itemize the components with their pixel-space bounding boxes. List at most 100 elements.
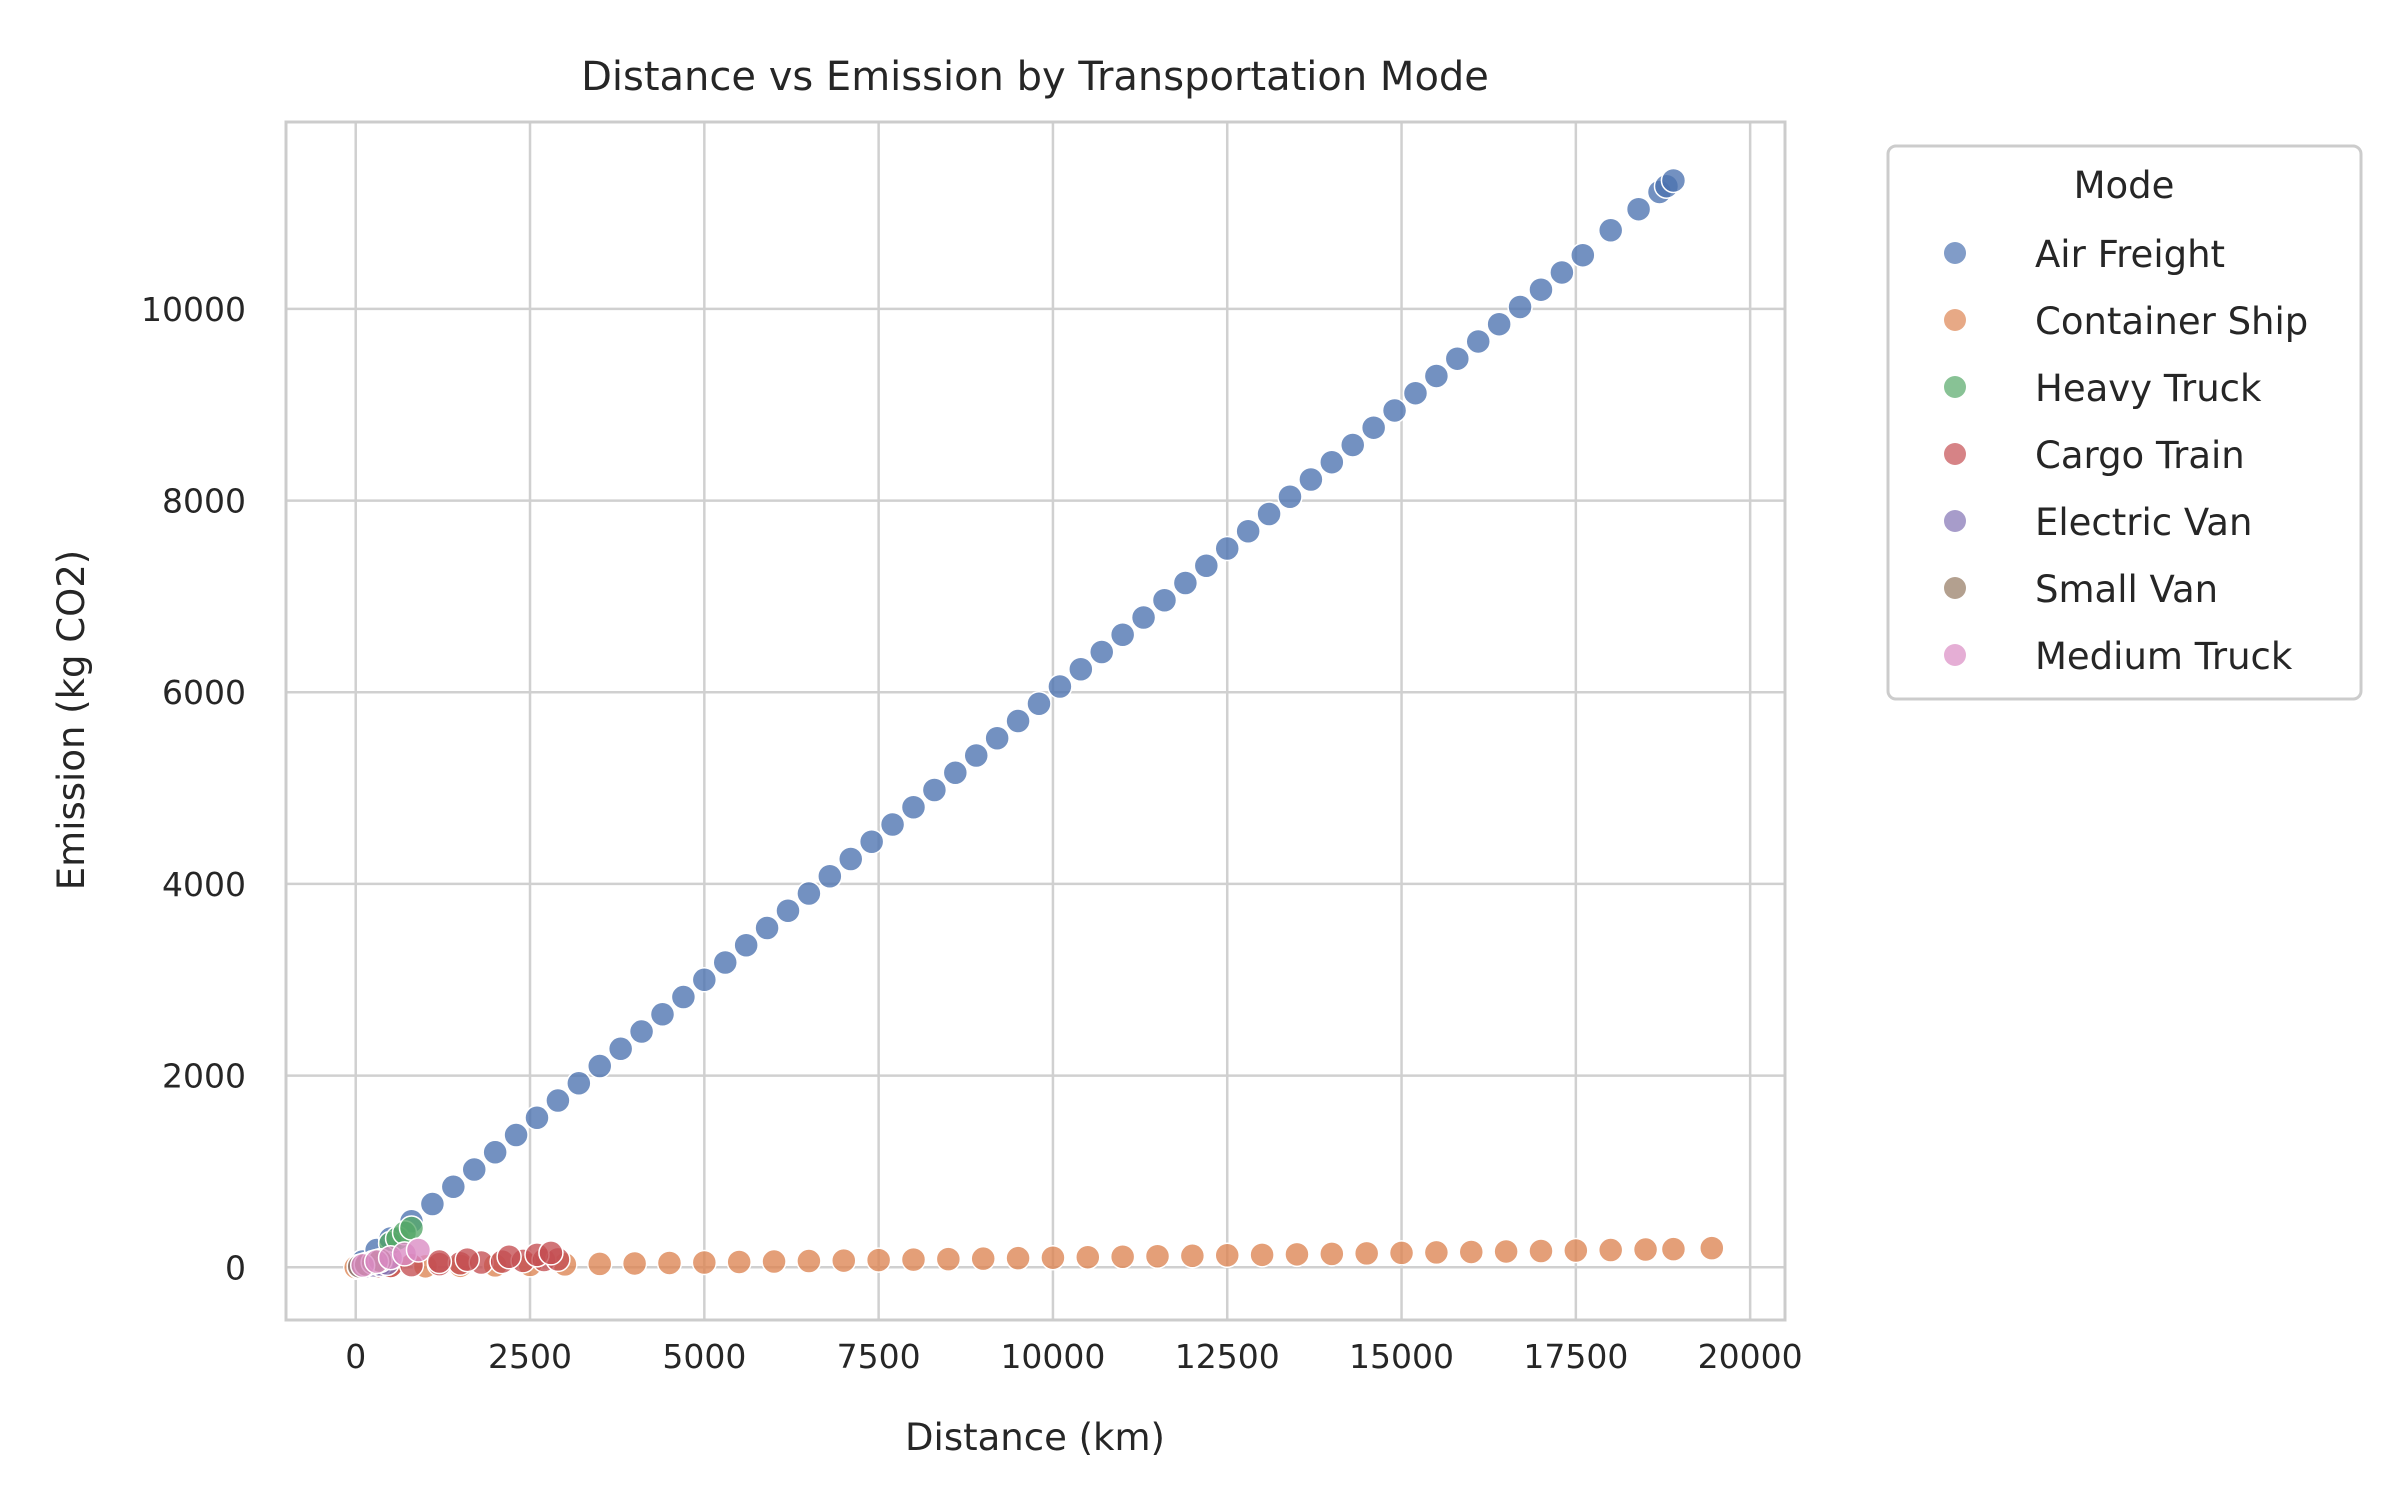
data-point	[921, 777, 948, 803]
data-point	[419, 1191, 446, 1217]
data-point	[545, 1087, 571, 1114]
data-point	[837, 846, 864, 872]
data-point	[726, 1249, 752, 1275]
data-point	[1214, 1242, 1240, 1269]
data-point	[775, 898, 801, 924]
data-point	[1256, 501, 1282, 527]
data-point	[1130, 604, 1157, 631]
legend-title: Mode	[2074, 164, 2175, 207]
legend-marker	[1944, 376, 1966, 398]
data-point	[1298, 466, 1324, 493]
x-tick-label: 0	[345, 1337, 366, 1376]
data-point	[691, 1249, 718, 1276]
legend-box	[1886, 144, 2363, 701]
data-point	[524, 1105, 550, 1131]
series-air-freight	[349, 167, 1687, 1275]
legend-label: Air Freight	[2035, 233, 2225, 276]
data-point	[426, 1248, 453, 1275]
data-point	[440, 1174, 467, 1200]
data-points	[342, 167, 1725, 1281]
data-point	[454, 1246, 481, 1273]
data-point	[712, 949, 738, 976]
data-point	[1109, 1243, 1136, 1270]
data-point	[1699, 1235, 1725, 1261]
data-point	[935, 1246, 962, 1272]
data-point	[1528, 276, 1554, 303]
legend-label: Medium Truck	[2035, 635, 2293, 678]
x-tick-label: 5000	[662, 1337, 746, 1376]
data-point	[1144, 1243, 1171, 1270]
data-point	[900, 1246, 927, 1273]
data-point	[1660, 167, 1687, 194]
data-point	[1625, 196, 1652, 222]
legend-label: Small Van	[2035, 568, 2218, 611]
data-point	[1381, 397, 1408, 424]
y-tick-label: 4000	[162, 865, 246, 904]
data-point	[1179, 1243, 1206, 1269]
data-point	[1040, 1244, 1066, 1271]
y-tick-label: 6000	[162, 673, 246, 712]
data-point	[398, 1215, 425, 1241]
legend-marker	[1944, 510, 1966, 532]
data-point	[900, 794, 927, 821]
y-axis-label: Emission (kg CO2)	[50, 550, 93, 890]
data-point	[754, 915, 780, 941]
x-tick-label: 7500	[837, 1337, 921, 1376]
data-point	[879, 811, 906, 838]
x-tick-label: 2500	[488, 1337, 572, 1376]
data-point	[461, 1156, 487, 1183]
data-point	[817, 863, 843, 890]
data-point	[1214, 535, 1240, 562]
y-tick-label: 10000	[141, 290, 246, 329]
data-point	[586, 1251, 613, 1277]
legend-marker	[1944, 577, 1966, 599]
data-point	[1528, 1238, 1554, 1264]
data-point	[649, 1001, 676, 1028]
data-point	[1402, 380, 1429, 406]
y-axis-ticks: 0 2000 4000 6000 8000 10000	[141, 290, 246, 1287]
data-point	[1563, 1237, 1589, 1264]
data-point	[566, 1070, 592, 1097]
data-point	[831, 1247, 857, 1274]
data-point	[761, 1248, 787, 1275]
data-point	[621, 1250, 648, 1277]
data-point	[1493, 1238, 1519, 1265]
data-point	[1549, 259, 1575, 286]
data-point	[1423, 1239, 1450, 1266]
data-point	[607, 1036, 634, 1062]
y-tick-label: 0	[225, 1248, 246, 1287]
x-axis-ticks: 0 2500 5000 7500 10000 12500 15000 17500 20000	[345, 1337, 1802, 1376]
data-point	[858, 829, 885, 855]
data-point	[482, 1139, 508, 1166]
data-point	[984, 725, 1010, 752]
data-point	[538, 1240, 564, 1266]
data-point	[1465, 328, 1491, 355]
data-point	[1597, 1237, 1624, 1263]
data-point	[1444, 345, 1471, 372]
data-point	[1005, 708, 1031, 734]
data-point	[405, 1237, 432, 1263]
data-point	[1075, 1244, 1101, 1270]
data-point	[1660, 1236, 1687, 1262]
data-point	[496, 1243, 522, 1270]
series-medium-truck	[349, 1237, 432, 1279]
data-point	[865, 1247, 892, 1273]
data-point	[1277, 483, 1303, 510]
plot-frame	[284, 120, 1787, 1322]
data-point	[963, 742, 989, 769]
series-container-ship	[342, 1235, 1725, 1281]
data-point	[1193, 552, 1220, 579]
data-point	[656, 1250, 683, 1276]
data-point	[1068, 656, 1094, 682]
data-point	[1026, 690, 1052, 717]
data-point	[1339, 432, 1366, 458]
data-point	[1507, 294, 1533, 320]
legend-marker	[1944, 443, 1966, 465]
data-point	[670, 984, 697, 1010]
data-point	[1319, 1241, 1345, 1267]
data-point	[503, 1122, 529, 1148]
y-tick-label: 8000	[162, 482, 246, 521]
data-point	[628, 1018, 655, 1045]
data-point	[1632, 1236, 1659, 1263]
